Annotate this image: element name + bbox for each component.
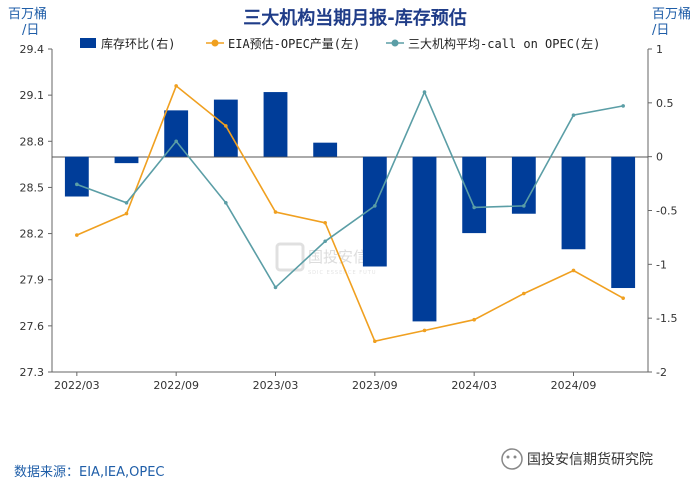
left-tick-label: 28.8 — [20, 135, 45, 148]
brand-name: 国投安信期货研究院 — [527, 451, 653, 468]
x-tick-label: 2022/03 — [54, 379, 100, 392]
eia-opec-point — [273, 210, 278, 214]
eia-opec-point — [571, 268, 576, 273]
inventory-bar — [362, 156, 387, 267]
inventory-bar — [213, 99, 238, 157]
call-on-opec-point — [571, 113, 576, 117]
call-on-opec-point — [522, 204, 526, 208]
left-axis-unit-line1: 百万桶 — [8, 7, 47, 22]
call-on-opec-point — [621, 104, 625, 108]
call-on-opec-point — [224, 201, 228, 205]
inventory-bar — [313, 142, 338, 157]
source-note: 数据来源：EIA,IEA,OPEC — [14, 465, 165, 480]
x-tick-label: 2022/09 — [153, 379, 199, 392]
call-on-opec-point — [124, 201, 129, 205]
watermark-logo — [275, 242, 305, 272]
left-tick-label: 27.6 — [20, 320, 45, 333]
brand-icon-dot — [506, 455, 510, 459]
right-tick-label: -1 — [656, 258, 667, 271]
left-tick-label: 29.1 — [20, 89, 45, 102]
eia-opec-point — [472, 317, 476, 322]
inventory-bar — [412, 156, 437, 322]
legend-label-call: 三大机构平均-call on OPEC(左) — [408, 36, 600, 51]
call-on-opec-point — [75, 182, 79, 187]
legend-label-eia: EIA预估-OPEC产量(左) — [228, 36, 360, 51]
left-axis-unit-line2: /日 — [22, 23, 39, 38]
left-tick-label: 28.2 — [20, 228, 45, 241]
call-on-opec-point — [273, 285, 278, 290]
left-axis-ticks: 27.3 27.6 27.9 28.2 28.5 28.8 29.1 29.4 — [20, 43, 52, 379]
call-on-opec-point — [323, 239, 327, 244]
x-tick-label: 2023/09 — [352, 379, 398, 392]
inventory-bars — [64, 92, 636, 322]
series-lines — [75, 84, 625, 344]
right-tick-label: -2 — [656, 366, 667, 379]
eia-opec-point — [224, 124, 228, 128]
eia-opec-point — [75, 233, 79, 237]
right-tick-label: -0.5 — [656, 205, 677, 218]
watermark-subtext: SDIC ESSENCE FUTU — [308, 270, 376, 276]
brand-badge: 国投安信期货研究院 — [501, 448, 653, 470]
inventory-bar — [561, 156, 586, 250]
left-tick-label: 27.9 — [20, 274, 45, 287]
call-on-opec-point — [373, 204, 377, 208]
right-tick-label: 0.5 — [656, 97, 674, 110]
eia-opec-point — [621, 296, 625, 300]
left-tick-label: 29.4 — [20, 43, 45, 56]
inventory-bar — [114, 156, 139, 164]
chart-title: 三大机构当期月报-库存预估 — [243, 7, 466, 29]
inventory-bar — [164, 110, 189, 157]
inventory-bar — [263, 92, 288, 157]
inventory-bar — [64, 156, 89, 197]
left-tick-label: 27.3 — [20, 366, 45, 379]
legend-marker-call — [391, 39, 399, 47]
eia-opec-point — [174, 84, 178, 88]
x-tick-label: 2023/03 — [253, 379, 299, 392]
right-tick-label: 0 — [656, 151, 663, 164]
legend-swatch-inventory-bar — [80, 38, 96, 48]
call-on-opec-point — [174, 139, 178, 144]
legend-marker-eia — [211, 39, 219, 47]
eia-opec-line — [76, 84, 624, 343]
call-on-opec-point — [422, 90, 427, 94]
right-axis-unit-line2: /日 — [652, 23, 669, 38]
x-tick-label: 2024/03 — [451, 379, 497, 392]
eia-opec-point — [373, 339, 377, 344]
legend-label-inventory: 库存环比(右) — [101, 36, 175, 51]
inventory-bar — [611, 156, 636, 289]
eia-opec-point — [522, 291, 526, 296]
legend: 库存环比(右) EIA预估-OPEC产量(左) 三大机构平均-call on O… — [80, 36, 600, 51]
call-on-opec-line — [76, 90, 624, 289]
right-tick-label: -1.5 — [656, 312, 677, 325]
call-on-opec-point — [472, 205, 476, 210]
inventory-bar — [511, 156, 536, 214]
right-tick-label: 1 — [656, 43, 663, 56]
x-axis-ticks: 2022/03 2022/09 2023/03 2023/09 2024/03 2024/… — [52, 371, 648, 392]
right-axis-unit-line1: 百万桶 — [652, 7, 691, 22]
x-tick-label: 2024/09 — [551, 379, 597, 392]
left-tick-label: 28.5 — [20, 181, 45, 194]
brand-icon-dot2 — [513, 455, 517, 459]
right-axis-ticks: -2 -1.5 -1 -0.5 0 0.5 1 — [648, 43, 677, 379]
inventory-bar — [462, 156, 487, 234]
eia-opec-point — [124, 211, 129, 216]
eia-opec-point — [323, 221, 327, 225]
eia-opec-point — [422, 328, 427, 333]
brand-icon — [501, 448, 523, 470]
